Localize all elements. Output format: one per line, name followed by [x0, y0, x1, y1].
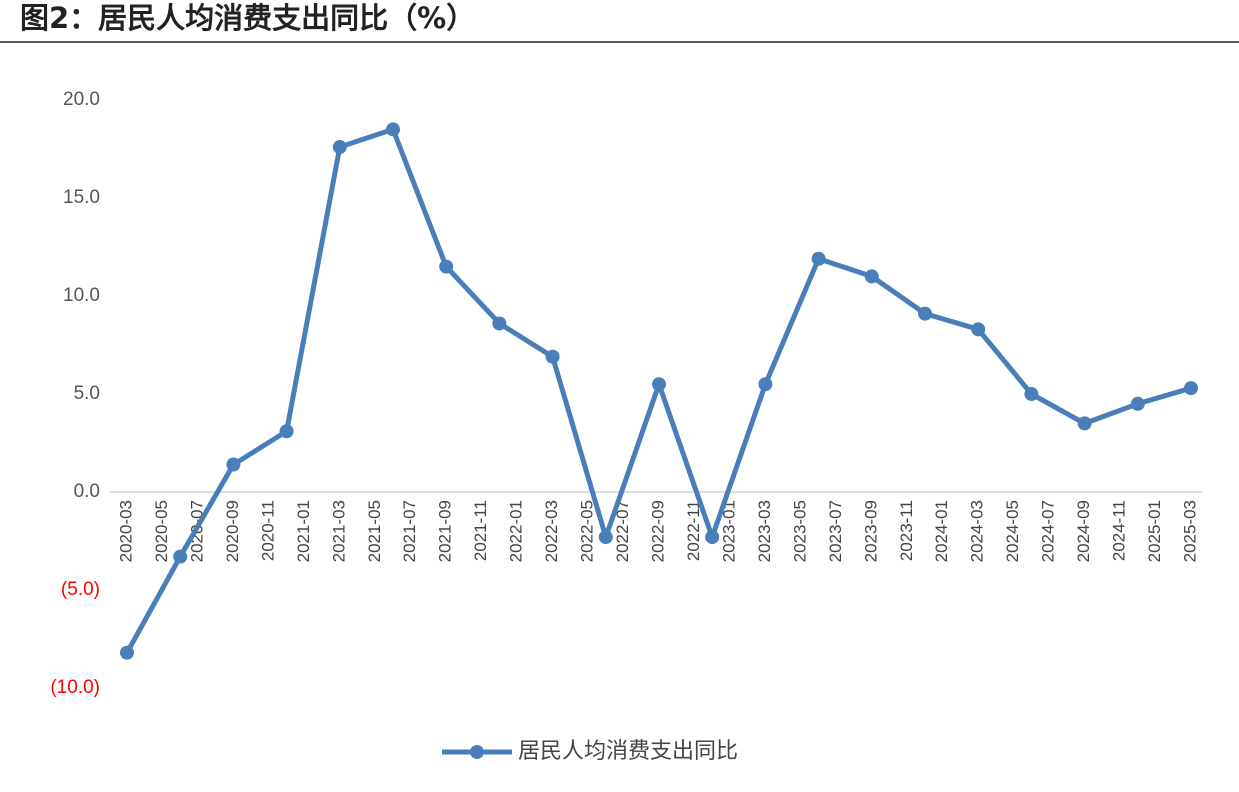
point [705, 530, 720, 545]
y-tick-label: 15.0 [63, 187, 100, 208]
x-tick-label: 2025-01 [1145, 500, 1164, 562]
x-tick-label: 2023-11 [897, 500, 916, 561]
x-tick-label: 2024-05 [1003, 500, 1022, 562]
x-tick-label: 2021-03 [329, 500, 348, 562]
point [971, 322, 986, 337]
y-tick-label: (10.0) [50, 677, 100, 698]
point [545, 349, 560, 364]
point [758, 377, 773, 392]
y-tick-label: 5.0 [74, 383, 100, 404]
x-tick-label: 2025-03 [1180, 500, 1199, 562]
y-tick-label: 0.0 [74, 481, 100, 502]
x-tick-label: 2021-07 [400, 500, 419, 562]
x-tick-label: 2022-01 [507, 500, 526, 562]
x-tick-label: 2022-03 [542, 500, 561, 562]
x-tick-label: 2022-07 [613, 500, 632, 562]
legend-marker [470, 745, 484, 759]
point [492, 316, 507, 331]
x-tick-label: 2021-11 [471, 500, 490, 561]
x-tick-label: 2023-01 [719, 500, 738, 562]
y-tick-label: 20.0 [63, 89, 100, 110]
point [652, 377, 666, 392]
point [598, 530, 613, 545]
point [173, 549, 188, 564]
point [386, 122, 400, 137]
x-tick-label: 2023-09 [861, 500, 880, 562]
point [1184, 381, 1198, 396]
x-tick-label: 2022-09 [648, 500, 667, 562]
point [1077, 416, 1092, 431]
point [1024, 387, 1039, 401]
y-tick-label: 10.0 [63, 285, 100, 306]
x-tick-label: 2020-11 [258, 500, 277, 561]
x-tick-label: 2023-03 [755, 500, 774, 562]
legend-label: 居民人均消费支出同比 [518, 739, 738, 764]
point [1130, 396, 1145, 411]
x-tick-label: 2020-05 [152, 500, 171, 562]
point [226, 457, 241, 472]
x-tick-label: 2020-03 [116, 500, 135, 562]
x-tick-label: 2020-09 [223, 500, 242, 562]
point [918, 306, 932, 321]
point [439, 259, 454, 274]
x-tick-label: 2023-05 [790, 500, 809, 562]
point [811, 251, 826, 266]
chart-title: 图2：居民人均消费支出同比（%） [20, 1, 475, 35]
point [279, 424, 294, 439]
x-tick-label: 2024-03 [968, 500, 987, 562]
x-tick-label: 2021-01 [294, 500, 313, 562]
point [332, 140, 347, 155]
point [120, 645, 134, 660]
x-tick-label: 2022-05 [578, 500, 597, 562]
x-tick-label: 2023-07 [826, 500, 845, 562]
x-tick-label: 2024-01 [932, 500, 951, 562]
x-tick-label: 2024-09 [1074, 500, 1093, 562]
x-tick-label: 2022-11 [684, 500, 703, 561]
x-tick-label: 2024-07 [1039, 500, 1058, 562]
x-tick-label: 2021-09 [436, 500, 455, 562]
x-tick-label: 2021-05 [365, 500, 384, 562]
point [864, 269, 879, 284]
y-tick-label: (5.0) [61, 579, 100, 600]
x-tick-label: 2024-11 [1110, 500, 1129, 561]
